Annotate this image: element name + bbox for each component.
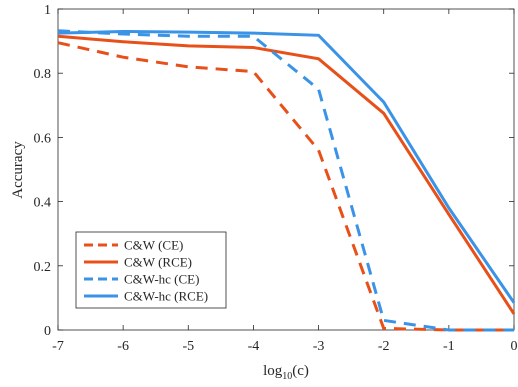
x-axis-label-main: log <box>263 363 283 379</box>
y-axis: 0 0.2 0.4 0.6 0.8 1 <box>34 3 514 339</box>
x-axis-label-tail: (c) <box>292 363 309 379</box>
x-tick-label: -3 <box>313 339 325 354</box>
x-axis-label-subscript: 10 <box>282 371 292 382</box>
x-tick-label: -2 <box>378 339 390 354</box>
x-tick-label: -4 <box>248 339 260 354</box>
y-tick-label: 0.4 <box>34 196 52 211</box>
y-tick-label: 0.8 <box>34 67 52 82</box>
y-tick-label: 0 <box>44 324 51 339</box>
plot-frame <box>57 8 515 331</box>
x-axis-label: log10(c) <box>263 363 309 382</box>
x-tick-label: -6 <box>117 339 129 354</box>
legend-label-4: C&W-hc (RCE) <box>124 289 208 304</box>
x-tick-label: -7 <box>52 339 64 354</box>
x-tick-label: -1 <box>443 339 455 354</box>
y-tick-label: 0.2 <box>34 260 52 275</box>
series-layer <box>57 29 516 332</box>
legend-label-1: C&W (CE) <box>124 238 183 253</box>
legend-label-3: C&W-hc (CE) <box>124 272 199 287</box>
series-line-4 <box>57 29 516 304</box>
legend-label-2: C&W (RCE) <box>124 255 192 270</box>
y-tick-label: 0.6 <box>34 131 52 146</box>
x-axis: -7 -6 -5 -4 -3 -2 -1 0 <box>52 9 518 354</box>
legend: C&W (CE) C&W (RCE) C&W-hc (CE) C&W-hc (RCE) <box>75 231 227 309</box>
series-line-2 <box>57 34 516 315</box>
plot-area-border <box>57 8 515 331</box>
series-line-1 <box>57 41 514 332</box>
y-axis-label: Accuracy <box>10 141 26 199</box>
x-tick-label: -5 <box>182 339 194 354</box>
x-tick-label: 0 <box>511 339 518 354</box>
y-tick-label: 1 <box>44 3 51 18</box>
